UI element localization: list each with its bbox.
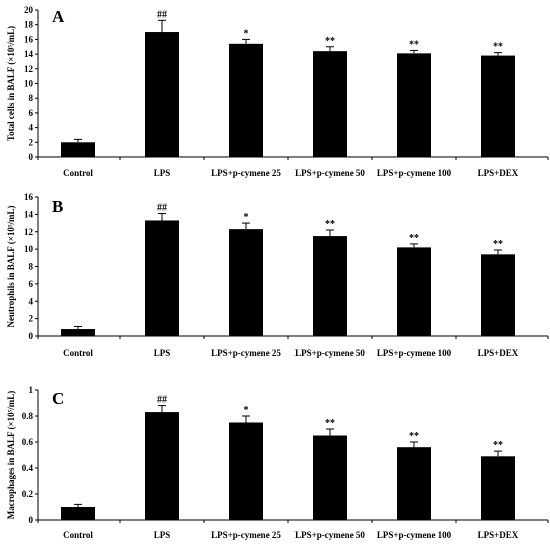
panel-c-category-label: LPS+DEX [478,530,519,540]
panel-c-bar [145,412,179,520]
panel-a-category-label: LPS+DEX [478,168,519,178]
panel-b-y-tick-label: 16 [24,192,34,202]
panel-c-category-label: Control [63,530,93,540]
panel-a-bar [313,51,347,157]
panel-b: 0 2 4 6 8 10 12 14 16 Control ## LPS * LPS+p-cymene 2… [6,192,549,358]
panel-a-y-tick-label: 20 [24,5,34,15]
panel-b-bar [229,229,263,336]
panel-b-y-tick-label: 0 [29,331,34,341]
panel-a-y-tick-label: 2 [29,137,34,147]
panel-b-significance-label: ## [157,203,167,214]
panel-b-bar [313,236,347,336]
panel-a-y-tick-label: 0 [29,152,34,162]
panel-c-category-label: LPS+p-cymene 50 [295,530,365,540]
panel-c-y-tick-label: 0.4 [22,463,34,473]
panel-b-y-tick-label: 12 [24,227,34,237]
panel-a-category-label: LPS+p-cymene 100 [377,168,452,178]
panel-c-y-tick-label: 0 [29,515,34,525]
panel-a-y-tick-label: 8 [29,93,34,103]
panel-c-significance-label: * [244,405,249,416]
panel-a-y-tick-label: 10 [24,79,34,89]
panel-c-bar [397,447,431,520]
panel-b-category-label: LPS+DEX [478,348,519,358]
panel-a-bar [481,55,515,157]
panel-a-bar [397,53,431,157]
panel-b-significance-label: ** [325,219,335,230]
panel-a-significance-label: ** [409,39,419,50]
panel-b-y-tick-label: 10 [24,244,34,254]
panel-b-significance-label: * [244,212,249,223]
panel-c-category-label: LPS+p-cymene 25 [211,530,281,540]
panel-b-y-tick-label: 14 [24,209,34,219]
panel-a-bar [61,142,95,157]
panel-a-category-label: LPS [154,168,171,178]
panel-b-category-label: LPS+p-cymene 25 [211,348,281,358]
panel-b-y-tick-label: 4 [29,296,34,306]
panel-a-bar [145,32,179,157]
panel-c-bar [229,422,263,520]
panel-a-significance-label: ** [493,42,503,53]
panel-c-y-tick-label: 0.8 [22,411,34,421]
panel-a-significance-label: * [244,28,249,39]
panel-a-y-tick-label: 12 [24,64,34,74]
panel-c-category-label: LPS [154,530,171,540]
panel-c-bar [313,435,347,520]
panel-c-significance-label: ## [157,395,167,406]
panel-c-y-tick-label: 0.6 [22,437,34,447]
panel-a-letter: A [52,7,65,26]
panel-a-y-tick-label: 16 [24,34,34,44]
panel-a-category-label: LPS+p-cymene 25 [211,168,281,178]
panel-b-category-label: LPS+p-cymene 50 [295,348,365,358]
panel-c-y-axis-label: Macrophages in BALF (×10⁵/mL) [6,391,16,520]
panel-b-significance-label: ** [493,239,503,250]
panel-c-y-tick-label: 0.2 [22,489,34,499]
panel-a-y-tick-label: 6 [29,108,34,118]
panel-a-y-tick-label: 18 [24,20,34,30]
panel-c-letter: C [52,389,64,408]
panel-c-significance-label: ** [493,440,503,451]
panel-b-y-tick-label: 2 [29,314,34,324]
panel-b-bar [61,329,95,336]
panel-a-y-axis-label: Total cells in BALF (×10⁵/mL) [6,26,16,141]
panel-b-y-axis-label: Neutrophils in BALF (×10⁵/mL) [6,205,16,327]
panel-b-category-label: Control [63,348,93,358]
panel-b-bar [481,254,515,336]
panel-b-category-label: LPS+p-cymene 100 [377,348,452,358]
panel-b-letter: B [52,197,63,216]
panel-a: 0 2 4 6 8 10 12 14 16 18 20 Control ## LPS * LPS+p-cyme… [6,5,549,178]
panel-a-category-label: Control [63,168,93,178]
panel-b-y-tick-label: 8 [29,262,34,272]
panel-c-bar [481,456,515,520]
panel-a-significance-label: ** [325,36,335,47]
panel-a-significance-label: ## [157,9,167,20]
panel-b-significance-label: ** [409,233,419,244]
panel-b-bar [397,247,431,336]
panel-a-bar [229,43,263,158]
panel-b-bar [145,220,179,336]
panel-a-y-tick-label: 4 [29,123,34,133]
panel-c-significance-label: ** [325,418,335,429]
panel-c-category-label: LPS+p-cymene 100 [377,530,452,540]
panel-b-y-tick-label: 6 [29,279,34,289]
panel-c: 0 0.2 0.4 0.6 0.8 1 Control ## LPS * LPS+p-cymene … [6,385,549,540]
panel-a-y-tick-label: 14 [24,49,34,59]
panel-a-category-label: LPS+p-cymene 50 [295,168,365,178]
panel-b-category-label: LPS [154,348,171,358]
panel-c-y-tick-label: 1 [29,385,34,395]
panel-c-bar [61,507,95,520]
panel-c-significance-label: ** [409,431,419,442]
